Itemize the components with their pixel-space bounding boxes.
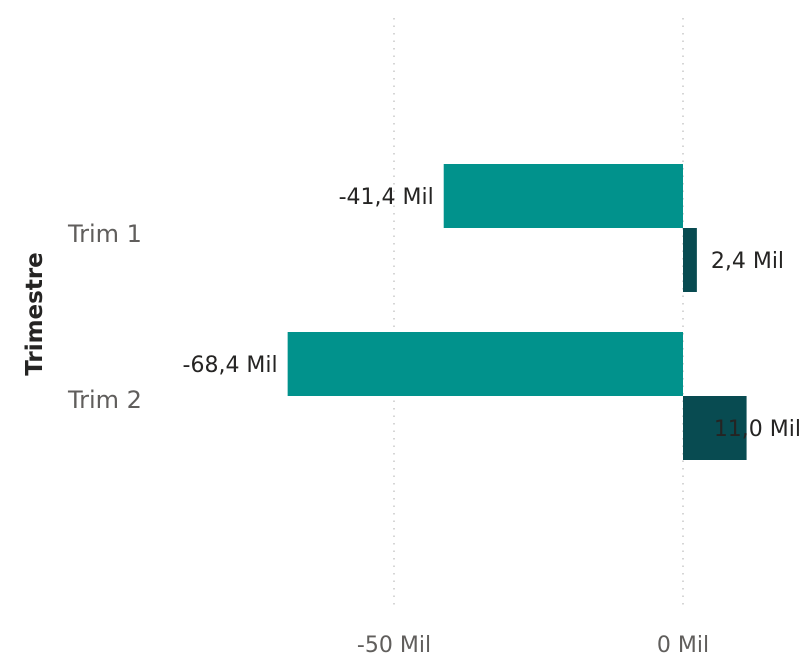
gridlines: [393, 18, 684, 608]
data-label-s0-0: -41,4 Mil: [339, 185, 434, 210]
bar-s0-1: [287, 332, 683, 396]
bar-s1-0: [683, 228, 697, 292]
data-label-s0-1: -68,4 Mil: [183, 353, 278, 378]
data-labels: -41,4 Mil -68,4 Mil 2,4 Mil 11,0 Mil: [183, 185, 801, 442]
x-tick-labels: -50 Mil 0 Mil: [357, 633, 709, 657]
x-tick-label-0: -50 Mil: [357, 633, 431, 657]
category-label-0: Trim 1: [67, 220, 142, 248]
category-label-1: Trim 2: [67, 386, 142, 414]
bar-s0-0: [443, 164, 683, 228]
bar-s1-1: [683, 396, 747, 460]
data-label-s1-0: 2,4 Mil: [711, 249, 784, 274]
bars: [287, 164, 747, 460]
y-axis-title: Trimestre: [22, 252, 48, 376]
x-tick-label-1: 0 Mil: [657, 633, 709, 657]
category-labels: Trim 1 Trim 2: [67, 220, 142, 414]
data-label-s1-1: 11,0 Mil: [714, 417, 801, 442]
